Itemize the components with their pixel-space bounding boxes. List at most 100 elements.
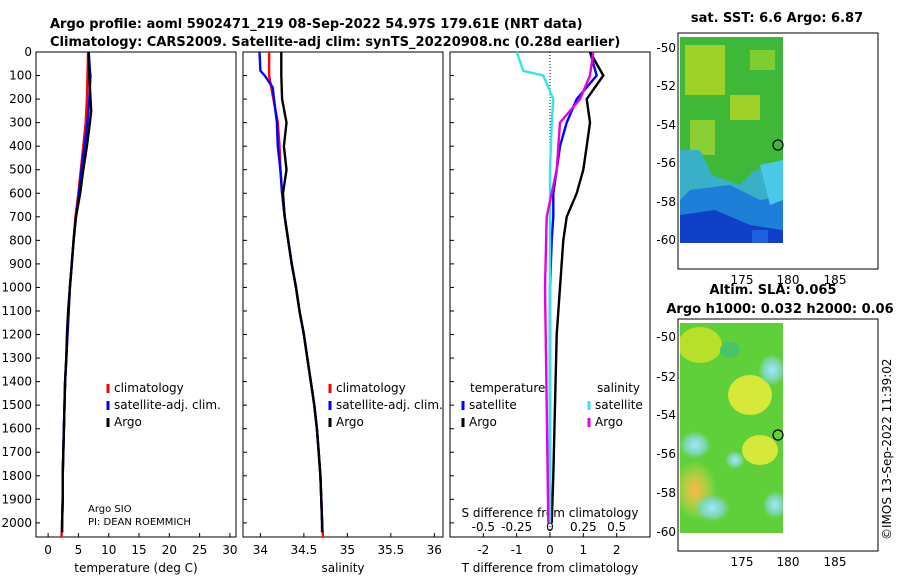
sla-map-title-1: Altim. SLA: 0.065 xyxy=(710,283,837,298)
sst-ytick: -54 xyxy=(656,118,676,132)
x-tick-label: 30 xyxy=(222,543,237,557)
annotation-pi: PI: DEAN ROEMMICH xyxy=(88,517,191,528)
sla-ytick: -60 xyxy=(656,525,676,539)
legend-item: climatology xyxy=(114,381,184,395)
sla-argo-location xyxy=(772,429,784,441)
series-line-argo xyxy=(60,51,93,533)
y-tick-label: 600 xyxy=(9,186,32,200)
legend-item: satellite-adj. clim. xyxy=(114,398,221,412)
x-tick-label: 0 xyxy=(44,543,52,557)
x-axis-label: T difference from climatology xyxy=(461,561,639,575)
y-tick-label: 100 xyxy=(9,69,32,83)
watermark: ©IMOS 13-Sep-2022 11:39:02 xyxy=(880,358,894,540)
header-line-1: Argo profile: aoml 5902471_219 08-Sep-20… xyxy=(50,17,583,32)
x-tick-label: 2 xyxy=(613,543,621,557)
series-line-t-argo xyxy=(550,51,605,523)
annotation-float-owner: Argo SIO xyxy=(88,504,132,515)
legend-item: Argo xyxy=(114,415,142,429)
sst-ytick: -56 xyxy=(656,156,676,170)
x-tick-label: 10 xyxy=(101,543,116,557)
x-tick-label: 36 xyxy=(427,543,442,557)
sst-map-title: sat. SST: 6.6 Argo: 6.87 xyxy=(691,11,863,26)
sla-map-field xyxy=(680,323,783,533)
x-tick-label: -2 xyxy=(477,543,489,557)
legend-item: Argo xyxy=(595,415,623,429)
y-tick-label: 1500 xyxy=(1,398,32,412)
x-tick-label: 5 xyxy=(75,543,83,557)
x-tick-label: 0 xyxy=(546,543,554,557)
legend-item: satellite-adj. clim. xyxy=(336,398,443,412)
series-line-s-argo xyxy=(543,51,595,523)
sst-xtick: 175 xyxy=(731,273,754,287)
plot-panel-temperature: 0 5 10 15 20 25 30 temperature (deg C) 0 100 200 30… xyxy=(1,45,237,575)
y-tick-label: 1100 xyxy=(1,304,32,318)
y-tick-label: 1700 xyxy=(1,445,32,459)
y-tick-label: 400 xyxy=(9,139,32,153)
header-line-2: Climatology: CARS2009. Satellite-adj cli… xyxy=(50,35,620,50)
top-tick-label: -0.25 xyxy=(501,520,532,534)
plot-frame xyxy=(35,51,237,538)
y-tick-label: 200 xyxy=(9,92,32,106)
x-tick-label: 35.5 xyxy=(377,543,404,557)
sst-ytick: -58 xyxy=(656,195,676,209)
sla-map: Altim. SLA: 0.065 Argo h1000: 0.032 h200… xyxy=(656,283,893,569)
sst-ytick: -60 xyxy=(656,233,676,247)
y-tick-label: 1900 xyxy=(1,492,32,506)
sst-ytick: -52 xyxy=(656,79,676,93)
legend-item: climatology xyxy=(336,381,406,395)
y-tick-label: 500 xyxy=(9,163,32,177)
legend-title-temperature: temperature xyxy=(470,381,545,395)
top-tick-label: 0.5 xyxy=(607,520,626,534)
sst-xtick: 180 xyxy=(777,273,800,287)
sla-ytick: -50 xyxy=(656,330,676,344)
y-tick-label: 1800 xyxy=(1,469,32,483)
top-tick-label: -0.5 xyxy=(472,520,495,534)
x-tick-label: 20 xyxy=(162,543,177,557)
legend-item: satellite xyxy=(595,398,643,412)
x-tick-label: 15 xyxy=(131,543,146,557)
y-tick-label: 0 xyxy=(24,45,32,59)
x-tick-label: 1 xyxy=(580,543,588,557)
sst-xtick: 185 xyxy=(824,273,847,287)
x-axis-label: salinity xyxy=(321,561,364,575)
x-tick-label: 25 xyxy=(192,543,207,557)
y-tick-label: 1300 xyxy=(1,351,32,365)
sla-ytick: -52 xyxy=(656,370,676,384)
sst-map: sat. SST: 6.6 Argo: 6.87 -50 -52 -54 -56… xyxy=(656,11,879,287)
sst-argo-location xyxy=(772,139,784,151)
legend-item: Argo xyxy=(336,415,364,429)
y-tick-label: 2000 xyxy=(1,516,32,530)
top-tick-label: 0.25 xyxy=(570,520,597,534)
sla-xtick: 175 xyxy=(731,555,754,569)
y-tick-label: 1400 xyxy=(1,375,32,389)
x-tick-label: -1 xyxy=(511,543,523,557)
y-tick-label: 300 xyxy=(9,116,32,130)
x-tick-label: 34 xyxy=(253,543,268,557)
legend-item: satellite xyxy=(469,398,517,412)
top-tick-label: 0 xyxy=(546,520,554,534)
legend-item: Argo xyxy=(469,415,497,429)
y-tick-label: 1200 xyxy=(1,328,32,342)
sla-ytick: -58 xyxy=(656,486,676,500)
x-axis-label: temperature (deg C) xyxy=(74,561,197,575)
sst-map-field xyxy=(680,37,783,243)
sla-xtick: 185 xyxy=(824,555,847,569)
sla-ytick: -56 xyxy=(656,447,676,461)
y-tick-label: 1600 xyxy=(1,422,32,436)
plot-panel-salinity: 34 34.5 35 35.5 36 salinity climatology satelli… xyxy=(242,51,444,575)
sla-ytick: -54 xyxy=(656,408,676,422)
legend-title-salinity: salinity xyxy=(597,381,640,395)
x-tick-label: 34.5 xyxy=(291,543,318,557)
y-tick-label: 700 xyxy=(9,210,32,224)
x-tick-label: 35 xyxy=(340,543,355,557)
plot-panel-difference: -2 -1 0 1 2 T difference from climatology -0.5… xyxy=(449,51,651,575)
series-line-argo xyxy=(280,52,324,533)
plot-frame xyxy=(242,51,444,538)
sst-ytick: -50 xyxy=(656,41,676,55)
series-line-s-satellite xyxy=(515,51,555,523)
y-tick-label: 1000 xyxy=(1,280,32,294)
sla-xtick: 180 xyxy=(777,555,800,569)
sla-map-title-2: Argo h1000: 0.032 h2000: 0.06 xyxy=(666,302,893,317)
y-tick-label: 900 xyxy=(9,257,32,271)
